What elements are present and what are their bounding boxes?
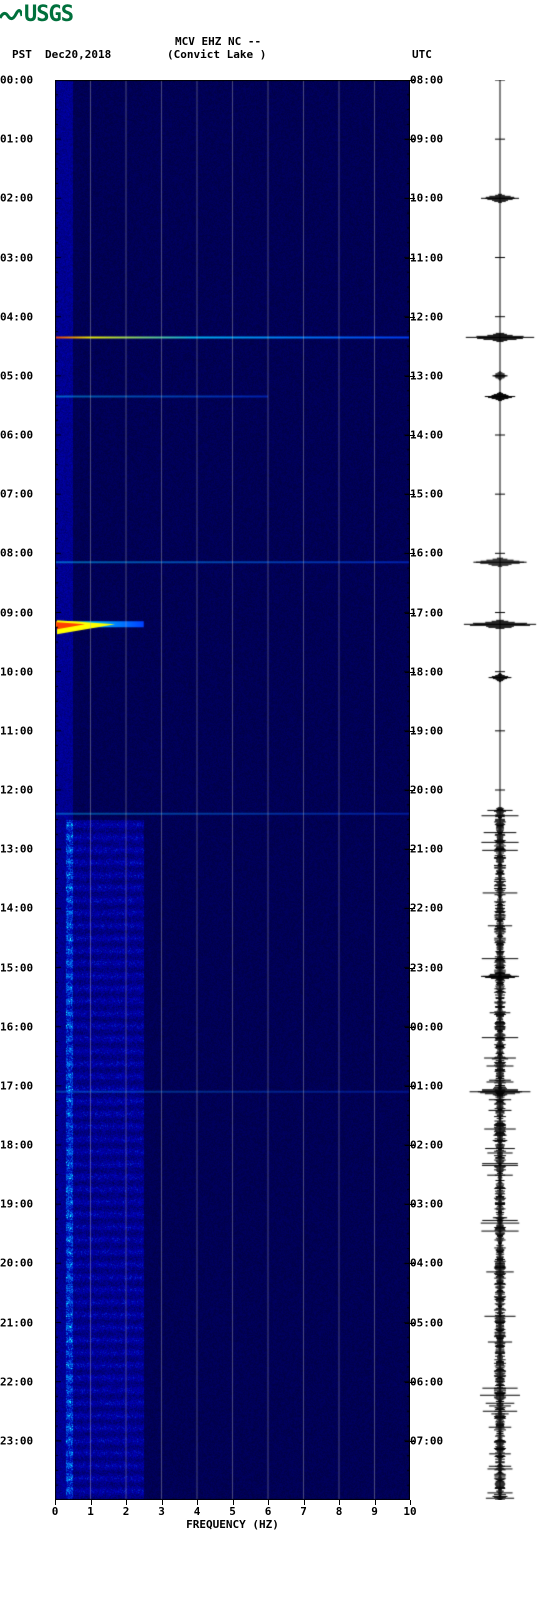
ytick-right: 17:00 (410, 606, 443, 619)
ytick-left: 05:00 (0, 369, 33, 382)
ytick-right: 00:00 (410, 1020, 443, 1033)
xtick: 8 (336, 1505, 343, 1518)
ytick-left: 02:00 (0, 192, 33, 205)
ytick-right: 15:00 (410, 488, 443, 501)
ytick-right: 07:00 (410, 1434, 443, 1447)
seismogram-canvas (460, 80, 540, 1500)
ytick-left: 17:00 (0, 1079, 33, 1092)
spectrogram-canvas (55, 80, 410, 1500)
ytick-left: 13:00 (0, 843, 33, 856)
ytick-right: 13:00 (410, 369, 443, 382)
xtick: 4 (194, 1505, 201, 1518)
ytick-right: 21:00 (410, 843, 443, 856)
station-id: MCV EHZ NC -- (175, 35, 261, 48)
x-axis: FREQUENCY (HZ) 012345678910 (55, 1500, 410, 1540)
wave-icon (0, 6, 22, 24)
ytick-right: 09:00 (410, 133, 443, 146)
xtick: 2 (123, 1505, 130, 1518)
xtick: 0 (52, 1505, 59, 1518)
y-axis-right: 08:0009:0010:0011:0012:0013:0014:0015:00… (410, 80, 460, 1500)
ytick-left: 11:00 (0, 724, 33, 737)
xtick: 5 (229, 1505, 236, 1518)
ytick-right: 22:00 (410, 902, 443, 915)
ytick-right: 10:00 (410, 192, 443, 205)
ytick-left: 16:00 (0, 1020, 33, 1033)
ytick-left: 19:00 (0, 1198, 33, 1211)
ytick-right: 19:00 (410, 724, 443, 737)
ytick-right: 12:00 (410, 310, 443, 323)
x-axis-label: FREQUENCY (HZ) (55, 1518, 410, 1531)
date-label: Dec20,2018 (45, 48, 111, 61)
ytick-right: 14:00 (410, 429, 443, 442)
ytick-left: 18:00 (0, 1139, 33, 1152)
tz-left-label: PST (12, 48, 32, 61)
ytick-left: 10:00 (0, 665, 33, 678)
tz-right-label: UTC (412, 48, 432, 61)
xtick: 7 (300, 1505, 307, 1518)
xtick: 9 (371, 1505, 378, 1518)
ytick-right: 16:00 (410, 547, 443, 560)
ytick-left: 08:00 (0, 547, 33, 560)
ytick-right: 03:00 (410, 1198, 443, 1211)
ytick-left: 04:00 (0, 310, 33, 323)
ytick-right: 18:00 (410, 665, 443, 678)
xtick: 10 (403, 1505, 416, 1518)
usgs-logo: USGS (0, 2, 73, 27)
ytick-left: 03:00 (0, 251, 33, 264)
ytick-left: 07:00 (0, 488, 33, 501)
xtick: 6 (265, 1505, 272, 1518)
ytick-left: 22:00 (0, 1375, 33, 1388)
ytick-left: 06:00 (0, 429, 33, 442)
ytick-right: 23:00 (410, 961, 443, 974)
plot-area: 00:00 01:00 02:00 03:00 04:00 05:00 06:00 07:00… (0, 80, 552, 1590)
ytick-right: 20:00 (410, 784, 443, 797)
ytick-right: 08:00 (410, 74, 443, 87)
ytick-left: 09:00 (0, 606, 33, 619)
ytick-right: 05:00 (410, 1316, 443, 1329)
ytick-left: 23:00 (0, 1434, 33, 1447)
ytick-right: 02:00 (410, 1139, 443, 1152)
ytick-right: 11:00 (410, 251, 443, 264)
ytick-left: 14:00 (0, 902, 33, 915)
xtick: 1 (87, 1505, 94, 1518)
location-label: (Convict Lake ) (167, 48, 266, 61)
ytick-right: 04:00 (410, 1257, 443, 1270)
ytick-right: 06:00 (410, 1375, 443, 1388)
ytick-left: 00:00 (0, 74, 33, 87)
ytick-left: 01:00 (0, 133, 33, 146)
y-axis-left: 00:0001:0002:0003:0004:0005:0006:0007:00… (0, 80, 55, 1500)
ytick-left: 20:00 (0, 1257, 33, 1270)
ytick-left: 21:00 (0, 1316, 33, 1329)
ytick-left: 15:00 (0, 961, 33, 974)
logo-text: USGS (24, 2, 73, 27)
xtick: 3 (158, 1505, 165, 1518)
ytick-right: 01:00 (410, 1079, 443, 1092)
ytick-left: 12:00 (0, 784, 33, 797)
